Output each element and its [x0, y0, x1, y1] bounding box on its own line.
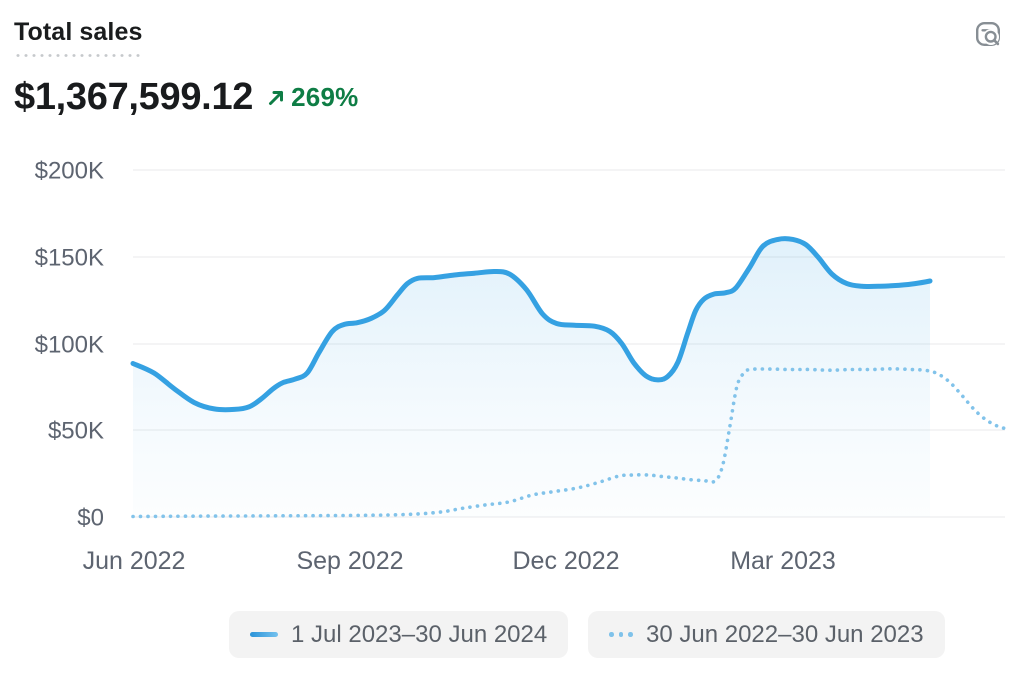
y-tick-50k: $50K — [48, 418, 104, 445]
trend-up-arrow-icon — [269, 91, 284, 105]
card-header: Total sales — [14, 18, 143, 57]
chart-legend: 1 Jul 2023–30 Jun 2024 30 Jun 2022–30 Ju… — [229, 611, 945, 658]
change-badge: 269% — [266, 82, 358, 113]
y-axis-labels: $200K $150K $100K $50K $0 — [35, 158, 104, 532]
y-tick-150k: $150K — [35, 245, 104, 272]
y-tick-0: $0 — [77, 505, 104, 532]
y-tick-200k: $200K — [35, 158, 104, 185]
legend-item-current-period: 1 Jul 2023–30 Jun 2024 — [229, 611, 569, 658]
legend-label-current: 1 Jul 2023–30 Jun 2024 — [291, 620, 548, 648]
x-axis-labels: Jun 2022 Sep 2022 Dec 2022 Mar 2023 — [83, 547, 836, 575]
metric-value-row: $1,367,599.12 269% — [14, 76, 358, 119]
explore-report-button[interactable] — [969, 15, 1007, 53]
y-tick-100k: $100K — [35, 332, 104, 359]
magnifier-report-icon — [975, 21, 1001, 47]
current-period-area — [133, 238, 930, 517]
total-sales-chart[interactable]: $200K $150K $100K $50K $0 Jun 2022 Sep 2… — [0, 150, 1028, 590]
x-tick-sep-2022: Sep 2022 — [296, 547, 403, 575]
x-tick-jun-2022: Jun 2022 — [83, 547, 186, 575]
solid-line-swatch-icon — [250, 632, 278, 637]
current-period-line — [130, 236, 933, 413]
x-tick-mar-2023: Mar 2023 — [730, 547, 836, 575]
change-percent: 269% — [291, 82, 359, 112]
legend-item-previous-period: 30 Jun 2022–30 Jun 2023 — [588, 611, 945, 658]
metric-title[interactable]: Total sales — [14, 18, 143, 57]
dotted-line-swatch-icon — [609, 632, 633, 637]
previous-period-line — [131, 366, 1007, 519]
legend-label-previous: 30 Jun 2022–30 Jun 2023 — [646, 620, 924, 648]
metric-value: $1,367,599.12 — [14, 76, 254, 118]
x-tick-dec-2022: Dec 2022 — [512, 547, 619, 575]
